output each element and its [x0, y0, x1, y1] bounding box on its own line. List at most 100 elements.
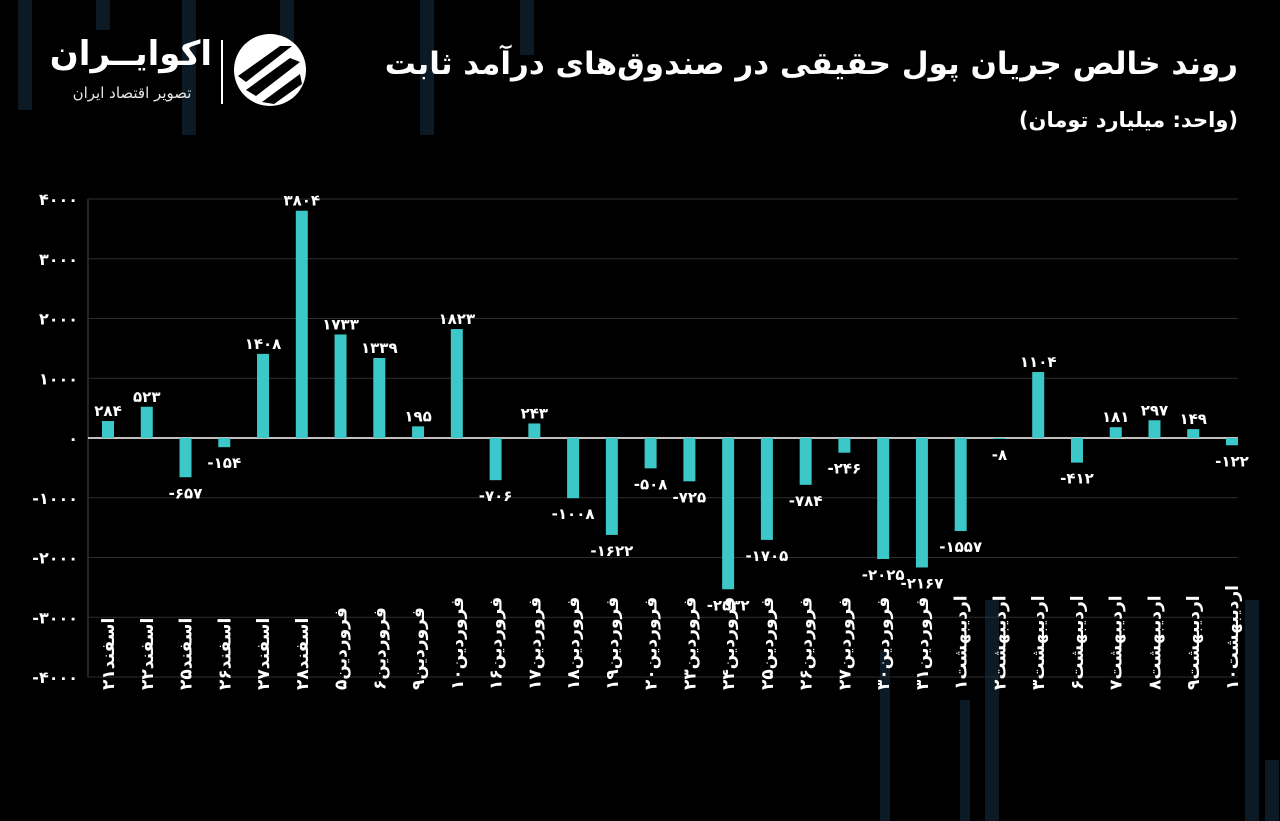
bg-deco-bar — [96, 0, 110, 30]
logo-divider — [221, 40, 223, 104]
x-tick-label: فروردین۳۰ — [874, 597, 894, 690]
bar — [644, 438, 657, 469]
x-tick-label: اسفند۲۶ — [215, 618, 235, 690]
x-tick-label: فروردین۲۰ — [642, 597, 662, 690]
bg-deco-bar — [985, 600, 999, 821]
bar — [140, 406, 153, 438]
x-tick-label: اسفند۲۲ — [138, 618, 158, 690]
data-label: -۷۸۴ — [789, 492, 823, 510]
y-tick-label: ۰ — [68, 429, 78, 448]
bar — [528, 423, 541, 438]
x-tick-label: فروردین۱۸ — [564, 597, 584, 690]
x-tick-label: فروردین۱۷ — [525, 597, 545, 690]
data-label: -۲۰۲۵ — [862, 566, 905, 584]
x-tick-label: فروردین۳۱ — [913, 597, 933, 690]
x-tick-label: اردیبهشت۹ — [1184, 595, 1204, 690]
y-tick-label: -۴۰۰۰ — [32, 668, 78, 687]
x-tick-label: اردیبهشت۲ — [990, 595, 1010, 690]
bar — [450, 329, 463, 438]
bar — [877, 438, 890, 559]
bg-deco-bar — [280, 0, 294, 45]
brand-tagline: تصویر اقتصاد ایران — [72, 84, 192, 102]
brand-mark-icon — [234, 34, 306, 106]
brand-name: اکوایــران — [49, 34, 212, 74]
bg-deco-bar — [520, 0, 534, 55]
bar — [1226, 438, 1238, 446]
x-tick-label: اردیبهشت۱۰ — [1223, 585, 1243, 690]
y-tick-label: ۱۰۰۰ — [39, 369, 78, 388]
data-label: ۳۸۰۴ — [283, 192, 320, 210]
data-label: -۱۷۰۵ — [745, 547, 788, 565]
data-label: -۸ — [992, 446, 1007, 464]
brand-logo: اکوایــران تصویر اقتصاد ایران — [49, 32, 312, 112]
data-label: ۱۴۹ — [1180, 410, 1207, 428]
data-label: -۲۱۶۷ — [901, 574, 944, 592]
data-label: -۷۲۵ — [673, 488, 707, 506]
y-tick-label: -۳۰۰۰ — [32, 608, 78, 627]
data-label: ۱۴۰۸ — [245, 335, 282, 353]
data-label: ۱۷۳۳ — [322, 315, 359, 333]
x-tick-label: فروردین۱۰ — [448, 597, 468, 690]
bar — [1148, 420, 1161, 438]
data-label: ۵۲۳ — [133, 388, 160, 406]
data-label: ۲۴۳ — [521, 404, 548, 422]
data-label: ۱۹۵ — [404, 407, 431, 425]
data-label: -۵۰۸ — [634, 475, 668, 493]
data-label: -۱۲۲ — [1215, 452, 1249, 470]
data-label: -۱۰۰۸ — [552, 505, 595, 523]
bar — [722, 438, 735, 590]
x-tick-label: فروردین۲۳ — [680, 597, 700, 690]
bar — [993, 438, 1006, 439]
y-tick-label: -۱۰۰۰ — [32, 489, 78, 508]
bg-deco-bar — [960, 700, 970, 821]
bar — [412, 426, 425, 438]
bar — [295, 210, 308, 438]
x-tick-label: فروردین۹ — [409, 607, 429, 690]
bar — [915, 438, 928, 568]
bar — [760, 438, 773, 540]
data-label: ۱۱۰۴ — [1020, 353, 1057, 371]
y-tick-label: ۲۰۰۰ — [39, 310, 78, 329]
data-label: -۶۵۷ — [169, 484, 203, 502]
bar — [102, 421, 114, 438]
bg-deco-bar — [182, 0, 196, 135]
data-label: -۱۶۲۲ — [590, 542, 633, 560]
bar — [257, 353, 270, 438]
data-label: -۱۵۴ — [207, 454, 241, 472]
y-tick-label: ۳۰۰۰ — [39, 250, 78, 269]
bar — [489, 438, 502, 481]
bg-deco-bar — [420, 0, 434, 135]
x-tick-label: فروردین۲۵ — [758, 597, 778, 690]
bar — [1070, 438, 1083, 463]
bar — [1187, 429, 1200, 438]
data-label: -۱۵۵۷ — [939, 538, 982, 556]
x-tick-label: فروردین۱۹ — [603, 597, 623, 690]
x-tick-label: فروردین۶ — [370, 607, 390, 690]
x-tick-label: اسفند۲۷ — [254, 618, 274, 690]
bar — [605, 438, 618, 535]
x-tick-label: فروردین۱۶ — [487, 597, 507, 690]
x-tick-label: فروردین۲۷ — [835, 597, 855, 690]
data-label: ۱۸۱ — [1102, 408, 1129, 426]
x-tick-label: فروردین۲۴ — [719, 597, 739, 690]
data-label: ۱۳۳۹ — [361, 339, 398, 357]
bar — [954, 438, 967, 532]
x-tick-label: اردیبهشت۷ — [1107, 595, 1127, 690]
bar — [1032, 372, 1045, 438]
bar — [1109, 427, 1122, 438]
data-label: -۲۵۳۲ — [707, 596, 750, 614]
bg-deco-bar — [1245, 600, 1259, 821]
data-label: -۲۴۶ — [828, 460, 862, 478]
bar — [567, 438, 580, 499]
data-label: ۲۸۴ — [94, 402, 121, 420]
bar — [683, 438, 696, 482]
data-label: -۴۱۲ — [1060, 470, 1094, 488]
y-tick-label: -۲۰۰۰ — [32, 549, 78, 568]
bg-deco-bar — [880, 650, 890, 821]
x-tick-label: اسفند۲۵ — [177, 618, 197, 690]
x-tick-label: اردیبهشت۳ — [1029, 595, 1049, 690]
chart-subtitle: (واحد: میلیارد تومان) — [1018, 108, 1238, 132]
x-tick-label: اسفند۲۱ — [99, 618, 119, 690]
